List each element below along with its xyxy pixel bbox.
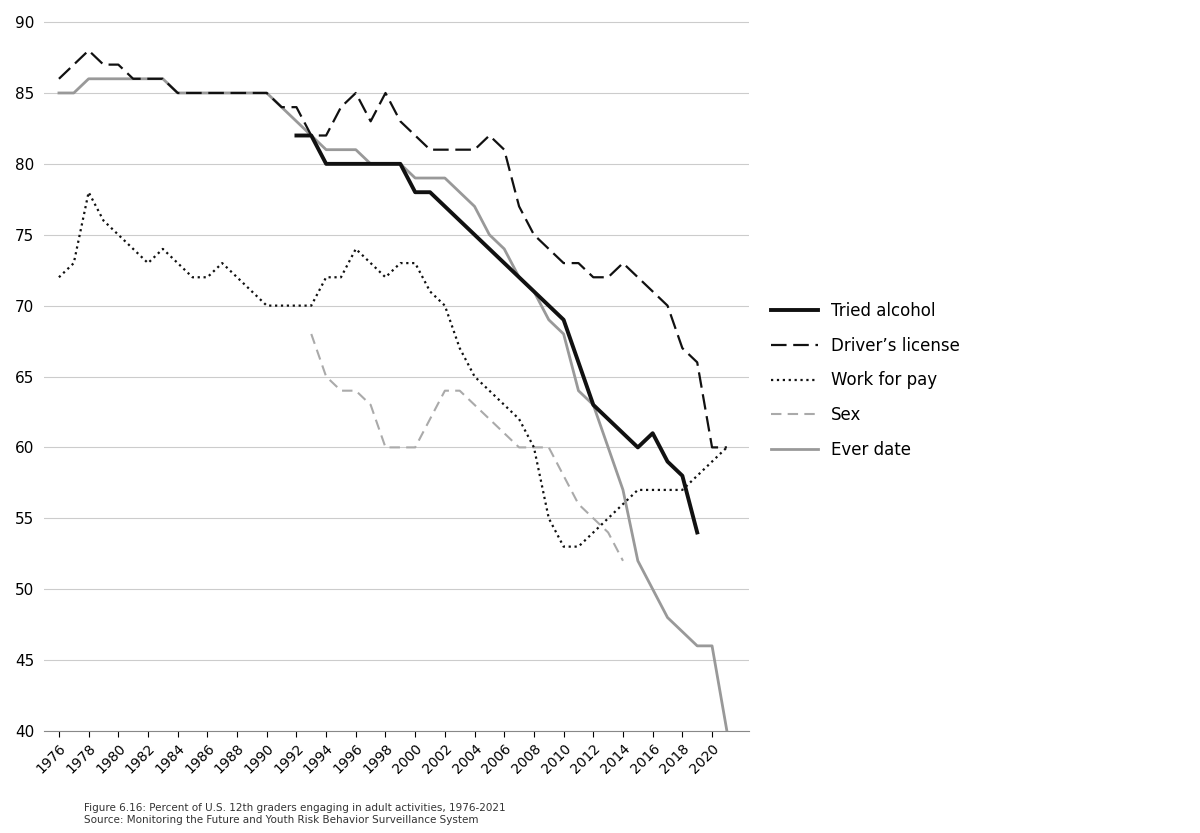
Text: Figure 6.16: Percent of U.S. 12th graders engaging in adult activities, 1976-202: Figure 6.16: Percent of U.S. 12th grader…: [84, 803, 505, 825]
Legend: Tried alcohol, Driver’s license, Work for pay, Sex, Ever date: Tried alcohol, Driver’s license, Work fo…: [764, 296, 967, 466]
